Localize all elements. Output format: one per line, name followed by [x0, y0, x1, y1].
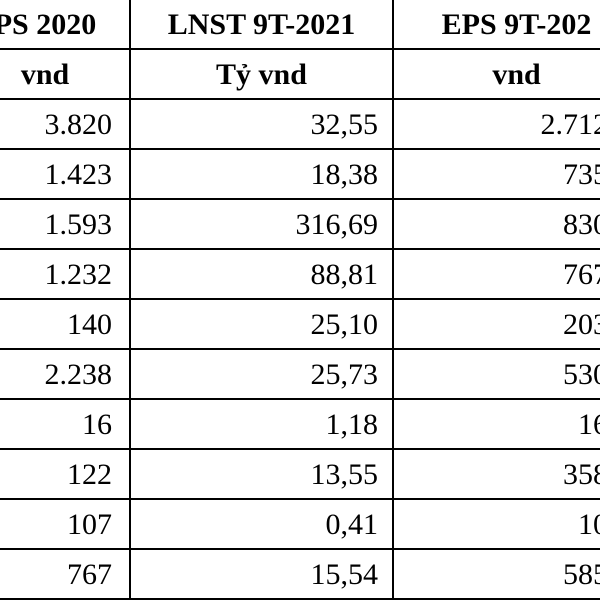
column-header: LNST 9T-2021: [167, 8, 356, 41]
table-cell: 530: [563, 358, 600, 391]
row-border: [0, 548, 600, 550]
row-border: [0, 298, 600, 300]
table-cell: 140: [67, 308, 112, 341]
row-border: [0, 198, 600, 200]
table-cell: 0,41: [325, 508, 379, 541]
column-header: EPS 9T-202: [441, 8, 592, 41]
unit-label: vnd: [492, 58, 541, 91]
table-cell: 203: [563, 308, 600, 341]
unit-label: Tỷ vnd: [216, 58, 307, 91]
table-cell: 13,55: [310, 458, 379, 491]
table-cell: 16: [82, 408, 112, 441]
unit-label: vnd: [20, 58, 70, 91]
table-cell: 358: [563, 458, 600, 491]
row-border: [0, 148, 600, 150]
table-cell: 585: [563, 558, 600, 591]
row-border: [0, 598, 600, 600]
row-border: [0, 248, 600, 250]
table-cell: 1.593: [44, 208, 113, 241]
table-cell: 735: [563, 158, 600, 191]
row-border: [0, 98, 600, 100]
table-cell: 88,81: [310, 258, 379, 291]
row-border: [0, 48, 600, 50]
row-border: [0, 348, 600, 350]
table-cell: 767: [67, 558, 112, 591]
table-cell: 10: [578, 508, 600, 541]
table-cell: 107: [67, 508, 112, 541]
table-cell: 1.423: [44, 158, 113, 191]
table-cell: 316,69: [295, 208, 379, 241]
column-border: [392, 0, 394, 600]
table-cell: 1,18: [325, 408, 379, 441]
column-border: [129, 0, 131, 600]
table-cell: 2.238: [44, 358, 113, 391]
row-border: [0, 448, 600, 450]
table-cell: 122: [67, 458, 112, 491]
table-cell: 32,55: [310, 108, 379, 141]
table-cell: 15,54: [310, 558, 379, 591]
row-border: [0, 498, 600, 500]
table-cell: 2.712: [540, 108, 600, 141]
table-cell: 830: [563, 208, 600, 241]
table-cell: 18,38: [310, 158, 379, 191]
row-border: [0, 398, 600, 400]
table-cell: 25,10: [310, 308, 379, 341]
table-cell: 25,73: [310, 358, 379, 391]
table-cell: 767: [563, 258, 600, 291]
table-cell: 16: [578, 408, 600, 441]
table-cell: 3.820: [44, 108, 113, 141]
column-header: PS 2020: [0, 8, 97, 41]
table-cell: 1.232: [44, 258, 113, 291]
